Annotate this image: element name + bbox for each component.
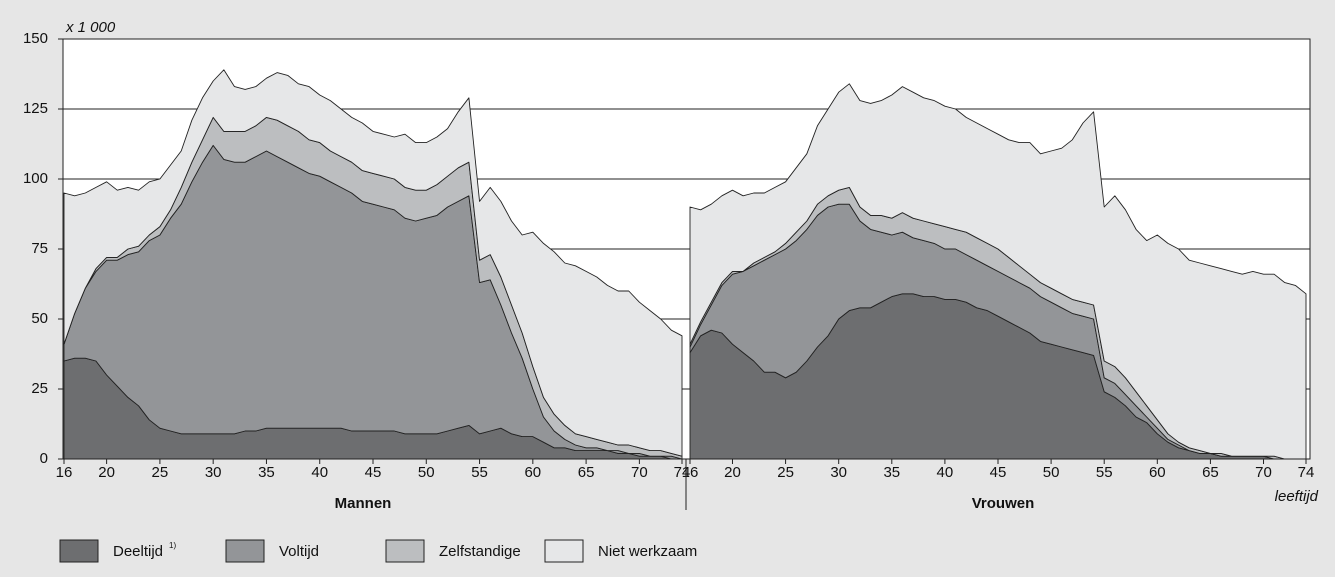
x-tick-label: 45 — [990, 464, 1007, 481]
x-tick-label: 30 — [830, 464, 847, 481]
legend-swatch — [59, 539, 99, 563]
legend-note: 1) — [169, 541, 176, 550]
legend-swatch — [225, 539, 265, 563]
x-tick-label: 30 — [205, 464, 222, 481]
x-tick-label: 35 — [883, 464, 900, 481]
x-tick-label: 55 — [471, 464, 488, 481]
legend: Deeltijd 1) Voltijd Zelfstandige Niet werkza… — [59, 539, 697, 563]
x-tick-label: 70 — [631, 464, 648, 481]
y-unit: x 1 000 — [65, 19, 116, 36]
y-tick-label: 75 — [31, 240, 48, 257]
x-tick-label: 65 — [578, 464, 595, 481]
x-tick-label: 50 — [1043, 464, 1060, 481]
x-tick-label: 50 — [418, 464, 435, 481]
x-tick-label: 16 — [682, 464, 699, 481]
x-tick-label: 55 — [1096, 464, 1113, 481]
x-axis-label: leeftijd — [1275, 488, 1319, 505]
x-tick-label: 65 — [1202, 464, 1219, 481]
legend-swatch — [385, 539, 425, 563]
x-tick-label: 25 — [152, 464, 169, 481]
legend-swatch — [544, 539, 584, 563]
axes: 0 25 50 75 100 125 150 16 20 25 30 35 40 45 50 55 60 65 70… — [23, 30, 1314, 512]
legend-label: Voltijd — [279, 543, 319, 560]
legend-label: Zelfstandige — [439, 543, 521, 560]
area-3 — [63, 69, 683, 457]
y-tick-label: 100 — [23, 170, 48, 187]
x-tick-label: 35 — [258, 464, 275, 481]
x-tick-label: 16 — [56, 464, 73, 481]
x-tick-label: 60 — [524, 464, 541, 481]
panel-title: Vrouwen — [972, 495, 1035, 512]
y-tick-label: 25 — [31, 380, 48, 397]
x-tick-label: 40 — [937, 464, 954, 481]
x-tick-label: 20 — [724, 464, 741, 481]
x-tick-label: 45 — [365, 464, 382, 481]
x-tick-label: 40 — [311, 464, 328, 481]
legend-label: Deeltijd — [113, 543, 163, 560]
x-tick-label: 74 — [1298, 464, 1315, 481]
y-tick-label: 150 — [23, 30, 48, 47]
x-tick-label: 25 — [777, 464, 794, 481]
y-tick-label: 50 — [31, 310, 48, 327]
panel-title: Mannen — [335, 495, 392, 512]
x-tick-label: 70 — [1255, 464, 1272, 481]
y-tick-label: 0 — [40, 450, 48, 467]
y-tick-label: 125 — [23, 100, 48, 117]
x-tick-label: 20 — [98, 464, 115, 481]
x-tick-label: 60 — [1149, 464, 1166, 481]
legend-label: Niet werkzaam — [598, 543, 697, 560]
